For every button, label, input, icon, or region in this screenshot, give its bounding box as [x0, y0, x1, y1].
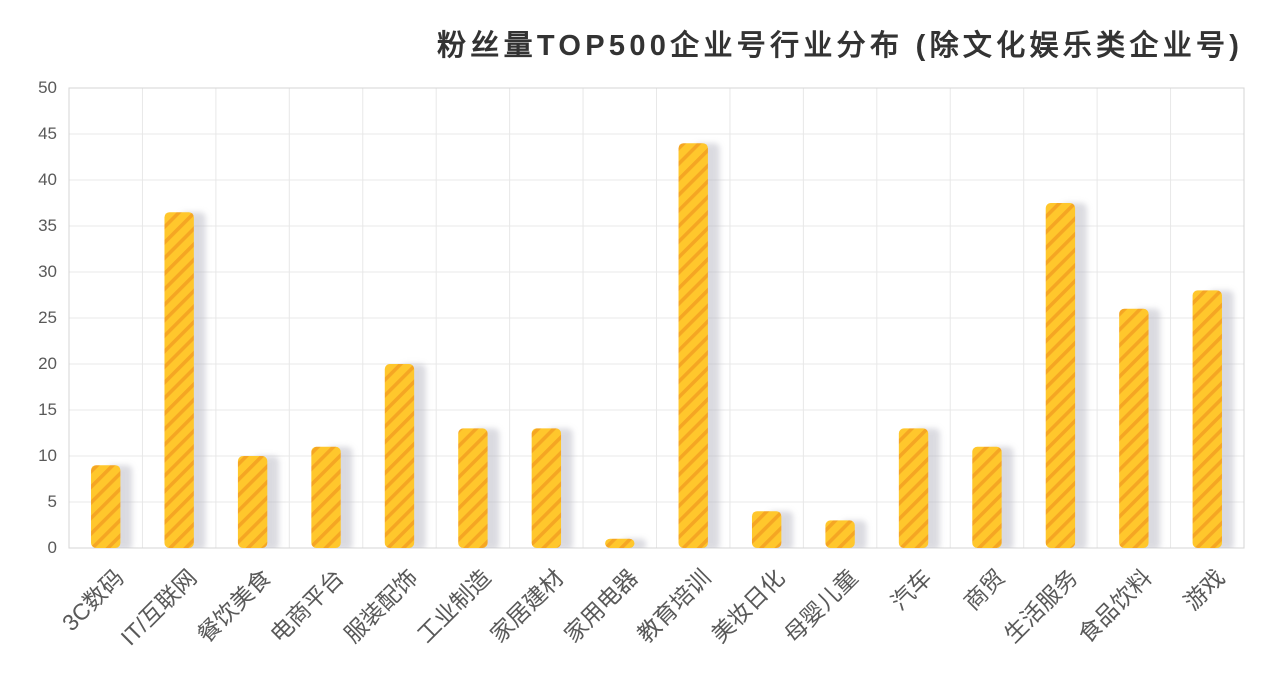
svg-text:0: 0 [48, 538, 57, 557]
svg-text:25: 25 [38, 308, 57, 327]
svg-text:40: 40 [38, 170, 57, 189]
svg-text:35: 35 [38, 216, 57, 235]
svg-text:30: 30 [38, 262, 57, 281]
svg-text:50: 50 [38, 78, 57, 97]
svg-text:20: 20 [38, 354, 57, 373]
svg-text:15: 15 [38, 400, 57, 419]
svg-text:5: 5 [48, 492, 57, 511]
svg-text:10: 10 [38, 446, 57, 465]
svg-text:45: 45 [38, 124, 57, 143]
